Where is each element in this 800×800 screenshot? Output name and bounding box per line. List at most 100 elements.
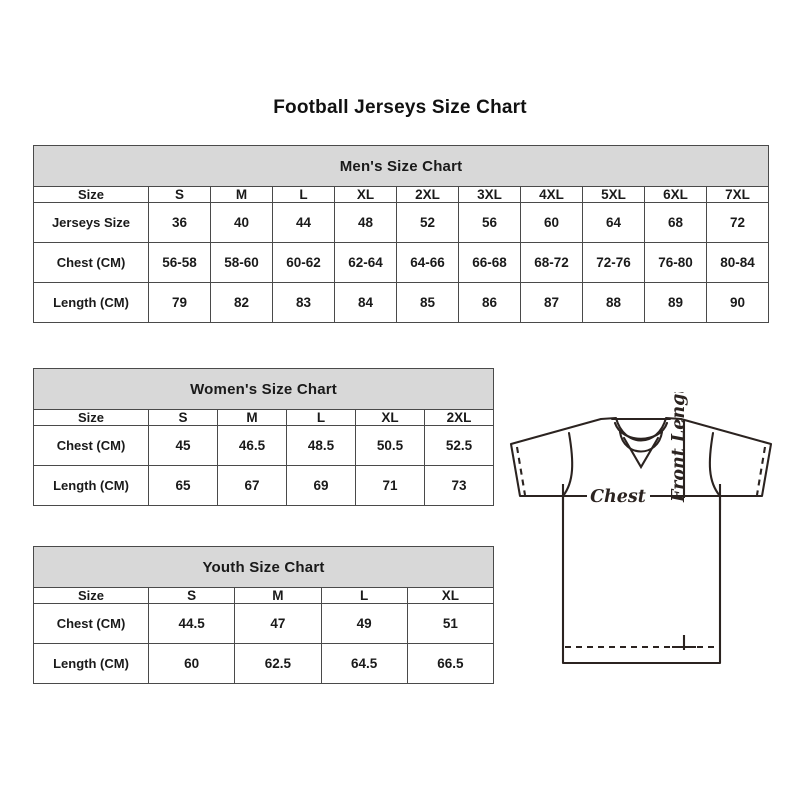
neckline-v-point — [622, 436, 660, 470]
chest-label: Chest — [590, 487, 646, 507]
table-cell: 48 — [334, 202, 397, 243]
table-cell: 51 — [406, 603, 495, 644]
table-cell: 87 — [520, 282, 583, 323]
youth-row-label-chest: Chest (CM) — [33, 603, 149, 644]
table-cell: 64-66 — [396, 242, 459, 283]
table-cell: 40 — [210, 202, 273, 243]
table-cell: 60-62 — [272, 242, 335, 283]
table-row: Length (CM) 79 82 83 84 85 86 87 88 89 9… — [33, 282, 770, 323]
neckline-inner-curve-1 — [613, 421, 669, 440]
mens-col-7xl: 7XL — [705, 186, 770, 203]
mens-row-label-chest: Chest (CM) — [33, 242, 149, 283]
table-header-row: Size S M L XL — [33, 587, 495, 604]
table-caption-row: Women's Size Chart — [32, 368, 495, 410]
womens-size-chart-table: Women's Size Chart Size S M L XL 2XL Che… — [32, 368, 495, 506]
youth-size-chart-table: Youth Size Chart Size S M L XL Chest (CM… — [32, 546, 495, 684]
table-cell: 68-72 — [520, 242, 583, 283]
mens-col-l: L — [272, 186, 335, 203]
table-cell: 46.5 — [217, 425, 287, 466]
table-cell: 79 — [148, 282, 211, 323]
youth-col-l: L — [320, 587, 408, 604]
table-cell: 66-68 — [458, 242, 521, 283]
table-cell: 48.5 — [286, 425, 356, 466]
table-cell: 89 — [644, 282, 707, 323]
table-header-row: Size S M L XL 2XL — [33, 409, 495, 426]
table-caption-row: Men's Size Chart — [32, 145, 770, 187]
table-cell: 71 — [355, 465, 425, 506]
table-cell: 56 — [458, 202, 521, 243]
table-row: Jerseys Size 36 40 44 48 52 56 60 64 68 … — [33, 202, 770, 243]
table-cell: 56-58 — [148, 242, 211, 283]
table-cell: 45 — [148, 425, 218, 466]
table-cell: 67 — [217, 465, 287, 506]
table-cell: 66.5 — [406, 643, 495, 684]
table-cell: 76-80 — [644, 242, 707, 283]
table-row: Chest (CM) 44.5 47 49 51 — [33, 603, 495, 644]
mens-size-chart-table: Men's Size Chart Size S M L XL 2XL 3XL 4… — [32, 145, 770, 323]
mens-col-4xl: 4XL — [520, 186, 583, 203]
table-cell: 84 — [334, 282, 397, 323]
table-cell: 64.5 — [320, 643, 408, 684]
table-cell: 83 — [272, 282, 335, 323]
mens-col-5xl: 5XL — [582, 186, 645, 203]
womens-col-xl: XL — [355, 409, 425, 426]
table-cell: 82 — [210, 282, 273, 323]
table-cell: 50.5 — [355, 425, 425, 466]
neckline-inner-curve-2 — [618, 430, 664, 453]
right-sleeve-hem-dashed — [755, 446, 767, 496]
table-cell: 58-60 — [210, 242, 273, 283]
mens-col-3xl: 3XL — [458, 186, 521, 203]
table-cell: 69 — [286, 465, 356, 506]
table-cell: 52.5 — [423, 425, 495, 466]
table-cell: 36 — [148, 202, 211, 243]
table-cell: 88 — [582, 282, 645, 323]
womens-col-2xl: 2XL — [423, 409, 495, 426]
table-row: Chest (CM) 56-58 58-60 60-62 62-64 64-66… — [33, 242, 770, 283]
womens-table-caption: Women's Size Chart — [32, 368, 495, 410]
youth-col-m: M — [234, 587, 322, 604]
table-cell: 62-64 — [334, 242, 397, 283]
youth-table-caption: Youth Size Chart — [32, 546, 495, 588]
table-row: Length (CM) 60 62.5 64.5 66.5 — [33, 643, 495, 684]
womens-col-m: M — [217, 409, 287, 426]
front-length-label: Front Length — [669, 392, 689, 503]
womens-col-s: S — [148, 409, 218, 426]
table-cell: 64 — [582, 202, 645, 243]
mens-table-caption: Men's Size Chart — [32, 145, 770, 187]
table-cell: 90 — [705, 282, 770, 323]
table-cell: 49 — [320, 603, 408, 644]
table-cell: 86 — [458, 282, 521, 323]
table-cell: 72-76 — [582, 242, 645, 283]
table-cell: 47 — [234, 603, 322, 644]
womens-header-size: Size — [33, 409, 149, 426]
mens-row-label-length: Length (CM) — [33, 282, 149, 323]
table-caption-row: Youth Size Chart — [32, 546, 495, 588]
table-cell: 68 — [644, 202, 707, 243]
left-sleeve-hem-dashed — [515, 446, 527, 496]
mens-col-xl: XL — [334, 186, 397, 203]
table-row: Length (CM) 65 67 69 71 73 — [33, 465, 495, 506]
womens-row-label-length: Length (CM) — [33, 465, 149, 506]
table-cell: 85 — [396, 282, 459, 323]
womens-row-label-chest: Chest (CM) — [33, 425, 149, 466]
v-neck-jersey-measurement-diagram: Chest Front Length — [498, 392, 783, 692]
table-cell: 44 — [272, 202, 335, 243]
table-cell: 72 — [705, 202, 770, 243]
right-armhole-seam — [708, 431, 722, 498]
page-title: Football Jerseys Size Chart — [273, 97, 527, 118]
youth-header-size: Size — [33, 587, 149, 604]
mens-col-m: M — [210, 186, 273, 203]
mens-header-size: Size — [33, 186, 149, 203]
youth-col-xl: XL — [406, 587, 495, 604]
table-row: Chest (CM) 45 46.5 48.5 50.5 52.5 — [33, 425, 495, 466]
jersey-body-outline — [509, 416, 773, 665]
table-cell: 73 — [423, 465, 495, 506]
table-cell: 65 — [148, 465, 218, 506]
table-header-row: Size S M L XL 2XL 3XL 4XL 5XL 6XL 7XL — [33, 186, 770, 203]
table-cell: 62.5 — [234, 643, 322, 684]
table-cell: 44.5 — [147, 603, 236, 644]
youth-row-label-length: Length (CM) — [33, 643, 149, 684]
womens-col-l: L — [286, 409, 356, 426]
mens-col-2xl: 2XL — [396, 186, 459, 203]
mens-col-s: S — [148, 186, 211, 203]
